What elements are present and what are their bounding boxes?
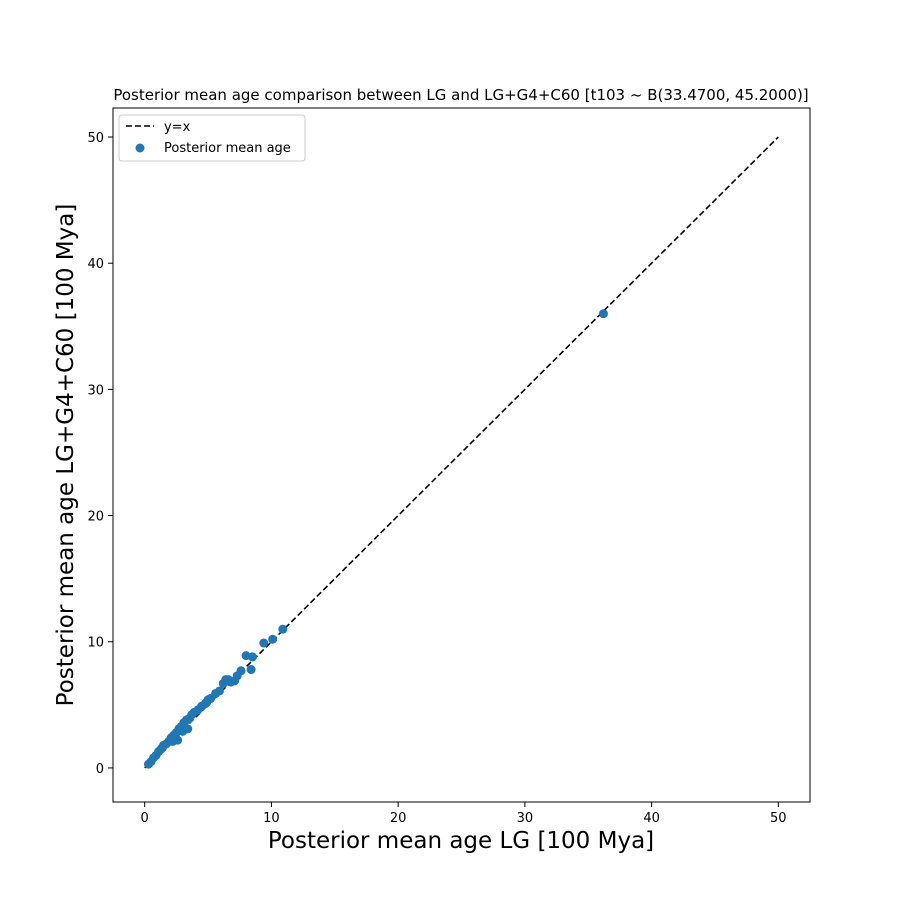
y-tick-label: 50 (87, 131, 104, 146)
scatter-point (246, 665, 256, 675)
legend: y=x Posterior mean age (118, 114, 306, 162)
chart-title: Posterior mean age comparison between LG… (113, 86, 808, 104)
x-tick-label: 40 (643, 811, 660, 826)
scatter-point (247, 652, 257, 662)
x-tick-label: 20 (390, 811, 407, 826)
y-tick-label: 30 (87, 383, 104, 398)
scatter-point (214, 686, 224, 696)
scatter-point (278, 624, 288, 634)
y-tick-label: 40 (87, 257, 104, 272)
scatter-point (183, 724, 193, 734)
y-tick-label: 20 (87, 510, 104, 525)
y-axis-label: Posterior mean age LG+G4+C60 [100 Mya] (53, 204, 79, 707)
x-tick-label: 50 (770, 811, 787, 826)
scatter-point (202, 697, 212, 707)
x-tick-label: 10 (263, 811, 280, 826)
scatter-point (223, 675, 233, 685)
plot-marks (143, 136, 779, 769)
x-axis: 0 10 20 30 40 50 (141, 802, 787, 826)
scatter-point (173, 735, 183, 745)
x-tick-label: 0 (141, 811, 149, 826)
x-tick-label: 30 (517, 811, 534, 826)
scatter-point (157, 743, 167, 753)
scatter-point (268, 634, 278, 644)
y-axis: 0 10 20 30 40 50 (87, 131, 113, 777)
legend-label-line: y=x (164, 120, 191, 135)
identity-line (144, 136, 779, 769)
legend-box (118, 114, 306, 162)
legend-scatter-swatch (135, 143, 145, 153)
plot-frame (112, 107, 811, 803)
y-tick-label: 0 (96, 762, 104, 777)
legend-label-scatter: Posterior mean age (164, 141, 291, 156)
scatter-point (598, 309, 608, 319)
x-axis-label: Posterior mean age LG [100 Mya] (268, 828, 654, 854)
scatter-point (259, 638, 269, 648)
scatter-point (236, 666, 246, 676)
y-tick-label: 10 (87, 636, 104, 651)
